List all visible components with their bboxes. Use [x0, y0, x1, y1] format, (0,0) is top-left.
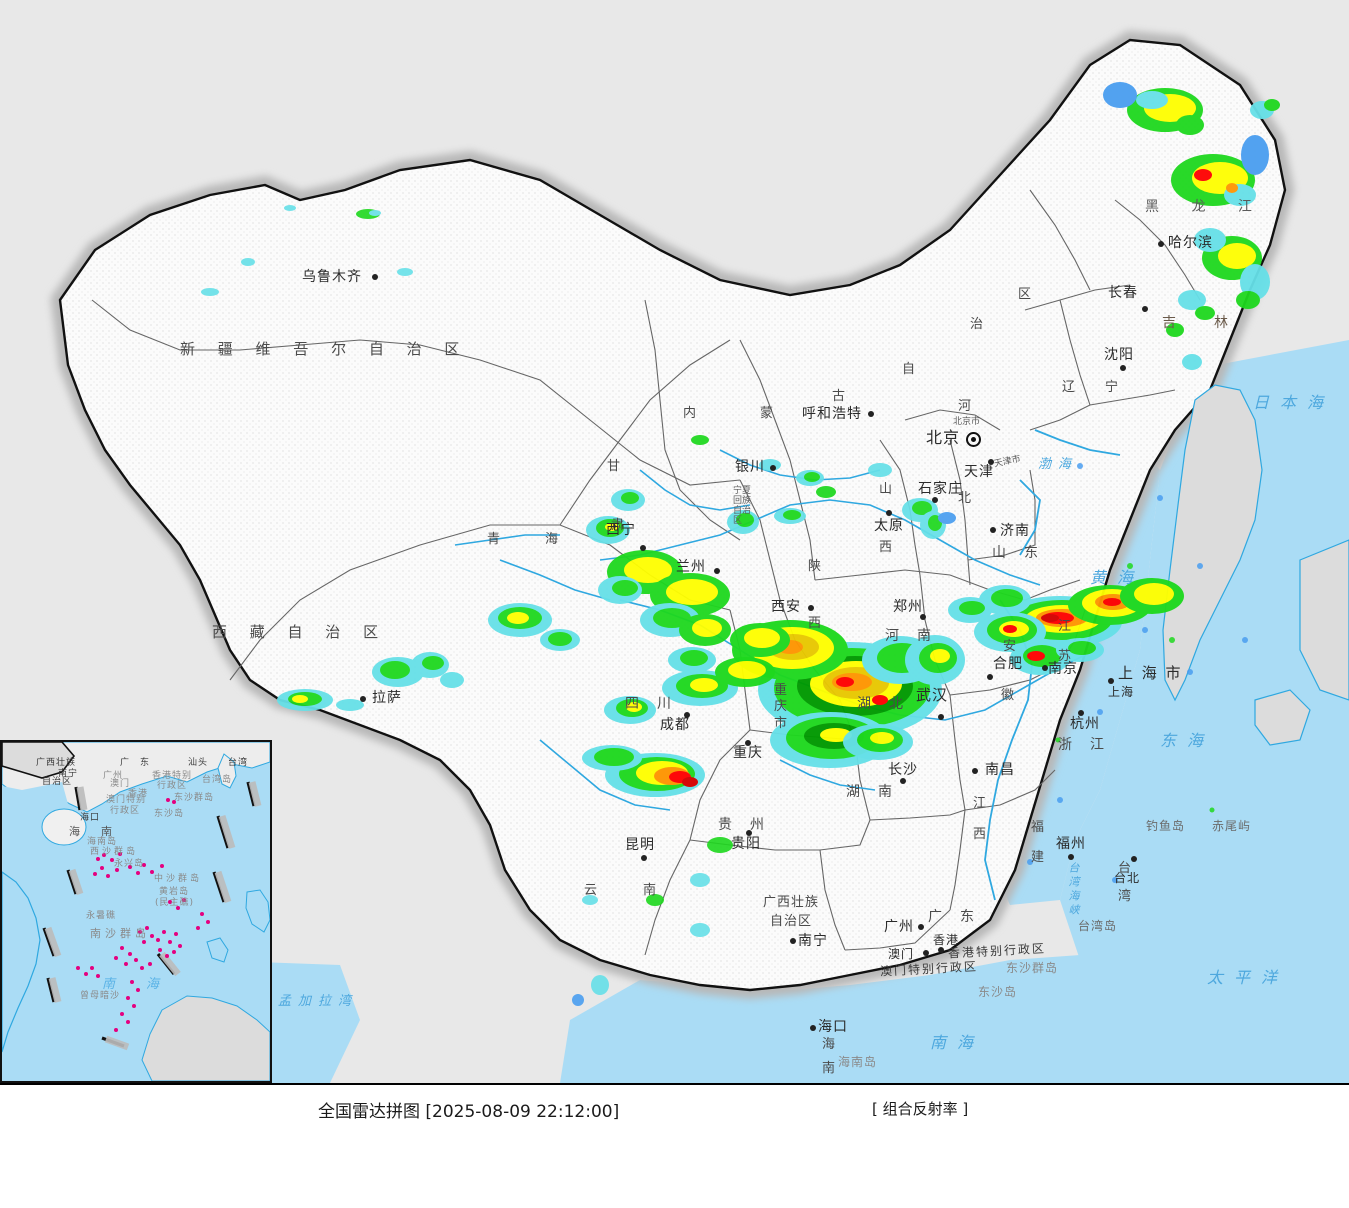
city-dot-chongqing: [745, 740, 751, 746]
city-dot-nanning: [790, 938, 796, 944]
city-dot-nanjing: [1042, 665, 1048, 671]
inset-vector-layer: [2, 742, 270, 1081]
neighbor-landmass: [1162, 384, 1349, 746]
city-dot-chengdu: [684, 712, 690, 718]
city-dot-hongkong: [938, 947, 944, 953]
city-dot-lanzhou: [714, 568, 720, 574]
city-dot-shenyang: [1120, 365, 1126, 371]
city-dot-changsha: [900, 778, 906, 784]
city-dot-haikou: [810, 1025, 816, 1031]
city-dot-fuzhou: [1068, 854, 1074, 860]
city-dot-macau: [923, 950, 929, 956]
city-dot-xian: [808, 605, 814, 611]
city-dot-tianjin: [988, 459, 994, 465]
city-dot-guiyang: [746, 830, 752, 836]
city-dot-taiyuan: [886, 510, 892, 516]
product-label: [ 组合反射率 ]: [872, 1100, 969, 1118]
page-title: 全国雷达拼图 [2025-08-09 22:12:00]: [318, 1102, 620, 1122]
city-dot-hefei: [987, 674, 993, 680]
city-dot-harbin: [1158, 241, 1164, 247]
city-dot-changchun: [1142, 306, 1148, 312]
city-dot-urumqi: [372, 274, 378, 280]
city-dot-hohhot: [868, 411, 874, 417]
city-dot-hangzhou: [1078, 710, 1084, 716]
city-dot-wuhan: [938, 714, 944, 720]
capital-marker-beijing: [966, 432, 981, 447]
city-dot-zhengzhou: [920, 614, 926, 620]
south-china-sea-inset-map[interactable]: 广西壮族 自治区 广 东 南宁 广州 汕头 台湾 澳门 香港 香港特别 行政区 …: [0, 740, 272, 1083]
city-dot-nanchang: [972, 768, 978, 774]
city-dot-lhasa: [360, 696, 366, 702]
china-radar-map[interactable]: 新 疆 维 吾 尔 自 治 区 西 藏 自 治 区 青 海 甘 肃 内 蒙 古 …: [0, 0, 1349, 1083]
city-dot-kunming: [641, 855, 647, 861]
city-dot-shijiazhuang: [932, 497, 938, 503]
radar-echo-layer: [201, 82, 1280, 1006]
city-dot-guangzhou: [918, 924, 924, 930]
title-row: 全国雷达拼图 [2025-08-09 22:12:00] [ 组合反射率 ]: [0, 1097, 1349, 1122]
city-dot-jinan: [990, 527, 996, 533]
legend-footer: 全国雷达拼图 [2025-08-09 22:12:00] [ 组合反射率 ] d…: [0, 1083, 1349, 1208]
city-dot-taipei: [1131, 856, 1137, 862]
city-dot-yinchuan: [770, 465, 776, 471]
city-dot-shanghai: [1108, 678, 1114, 684]
city-dot-xining: [640, 545, 646, 551]
